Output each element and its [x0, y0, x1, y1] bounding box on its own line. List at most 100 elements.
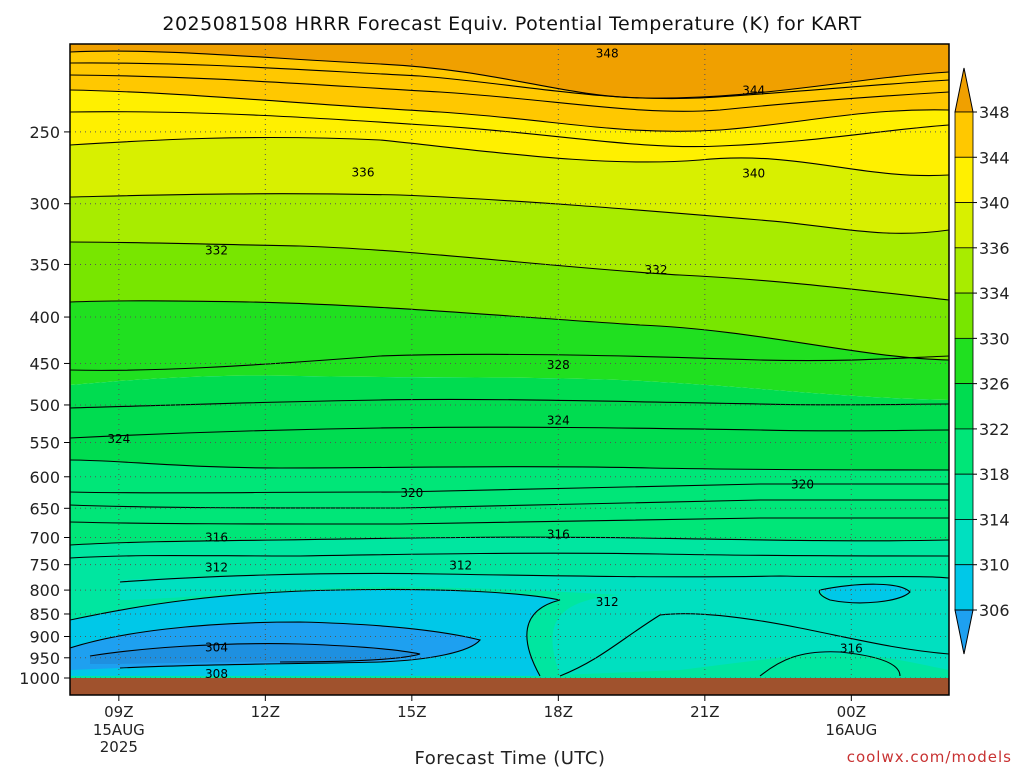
colorbar-swatch	[954, 202, 974, 249]
contour-label-text: 328	[547, 358, 570, 372]
contour-label: 320	[400, 486, 423, 500]
contour-line	[70, 241, 949, 301]
contour-label-text: 324	[547, 413, 570, 427]
colorbar-swatch	[954, 564, 974, 611]
x-tick-sublabel: 2025	[100, 738, 138, 756]
y-tick-label: 500	[29, 396, 60, 415]
contour-label: 344	[742, 83, 765, 97]
contour-line	[89, 643, 421, 663]
contour-label: 324	[547, 413, 570, 427]
colorbar-swatch	[954, 111, 974, 158]
colorbar-swatch	[954, 519, 974, 566]
contour-label-text: 312	[596, 595, 619, 609]
contour-line	[70, 517, 949, 525]
contour-label: 308	[205, 667, 228, 681]
contour-line	[70, 136, 949, 177]
contour-label: 316	[205, 530, 228, 544]
contour-label: 324	[107, 432, 130, 446]
contour-line	[70, 483, 949, 494]
contour-line	[70, 499, 949, 509]
y-tick-label: 900	[29, 627, 60, 646]
contour-label-text: 312	[449, 559, 472, 573]
y-tick-label: 1000	[19, 669, 60, 688]
plot-area: 348 344 340 336 332 332 328 324 324 320 320 316 316 3…	[70, 44, 949, 695]
contour-band	[820, 584, 910, 603]
colorbar-swatch	[954, 383, 974, 430]
colorbar-tick-label: 314	[979, 510, 1010, 529]
colorbar-swatch	[954, 428, 974, 475]
contour-line	[70, 193, 949, 234]
contour-label-text: 332	[645, 263, 668, 277]
colorbar-swatch	[954, 337, 974, 385]
contour-band	[70, 137, 949, 234]
y-tick-label: 800	[29, 581, 60, 600]
contour-label-text: 336	[352, 165, 375, 179]
contour-label-text: 316	[205, 530, 228, 544]
contour-label-text: 320	[791, 478, 814, 492]
colorbar-tick-label: 310	[979, 556, 1010, 575]
contour-label-text: 344	[742, 83, 765, 97]
contour-label-text: 316	[547, 528, 570, 542]
x-tick-label: 12Z	[251, 703, 280, 721]
contour-label-text: 348	[596, 47, 619, 61]
contour-label: 332	[205, 244, 228, 258]
y-tick-label: 450	[29, 354, 60, 373]
contour-label-text: 320	[400, 486, 423, 500]
ground-surface	[70, 678, 949, 695]
y-tick-label: 250	[29, 123, 60, 142]
contour-fill-layer	[70, 44, 949, 695]
contour-band	[70, 90, 949, 176]
contour-label: 312	[205, 560, 228, 574]
credit-text[interactable]: coolwx.com/models	[847, 748, 1012, 766]
contour-label: 312	[449, 559, 472, 573]
colorbar-tick-label: 326	[979, 375, 1010, 394]
contour-line	[818, 583, 911, 604]
contour-label-text: 308	[205, 667, 228, 681]
x-tick-label: 18Z	[544, 703, 573, 721]
contour-line	[70, 536, 949, 546]
y-tick-label: 550	[29, 433, 60, 452]
contour-band	[70, 375, 949, 470]
contour-label: 328	[547, 358, 570, 372]
colorbar-tick-label: 318	[979, 465, 1010, 484]
colorbar-tick-label: 348	[979, 103, 1010, 122]
contour-label-text: 316	[840, 642, 863, 656]
y-tick-label: 600	[29, 468, 60, 487]
contour-band	[70, 44, 949, 99]
colorbar-tick-label: 336	[979, 239, 1010, 258]
contour-line	[759, 651, 901, 677]
y-tick-label: 650	[29, 499, 60, 518]
y-tick-label: 400	[29, 308, 60, 327]
contour-band	[70, 460, 949, 545]
grid-layer	[70, 44, 949, 695]
contour-line	[70, 552, 949, 559]
colorbar-tick-label: 340	[979, 194, 1010, 213]
x-axis-label: Forecast Time (UTC)	[415, 748, 606, 768]
colorbar-tick-label: 322	[979, 420, 1010, 439]
contour-line	[70, 50, 949, 99]
contour-label-text: 324	[107, 432, 130, 446]
colorbar-tick-label: 344	[979, 148, 1010, 167]
contour-label: 332	[645, 263, 668, 277]
contour-line	[70, 621, 481, 669]
y-tick-label: 700	[29, 528, 60, 547]
contour-line	[70, 459, 949, 471]
contour-label: 336	[352, 165, 375, 179]
contour-band	[70, 242, 949, 360]
y-axis: 250 300 350 400 450 500 550 600 650 700 750 800 850 9…	[19, 123, 70, 688]
x-tick-label: 09Z	[104, 703, 133, 721]
chart-title: 2025081508 HRRR Forecast Equiv. Potentia…	[162, 13, 861, 35]
contour-line	[70, 398, 949, 409]
contour-label: 320	[791, 478, 814, 492]
colorbar: 348 344 340 336 334 330 326 322 318 314 310 306	[954, 67, 1010, 655]
contour-label-layer: 348 344 340 336 332 332 328 324 324 320 320 316 316 3…	[107, 47, 862, 681]
contour-line	[70, 111, 949, 148]
contour-band	[120, 573, 949, 675]
colorbar-tick-label: 306	[979, 601, 1010, 620]
contour-label: 304	[205, 640, 228, 654]
contour-label: 348	[596, 47, 619, 61]
y-tick-label: 950	[29, 649, 60, 668]
y-tick-label: 300	[29, 195, 60, 214]
